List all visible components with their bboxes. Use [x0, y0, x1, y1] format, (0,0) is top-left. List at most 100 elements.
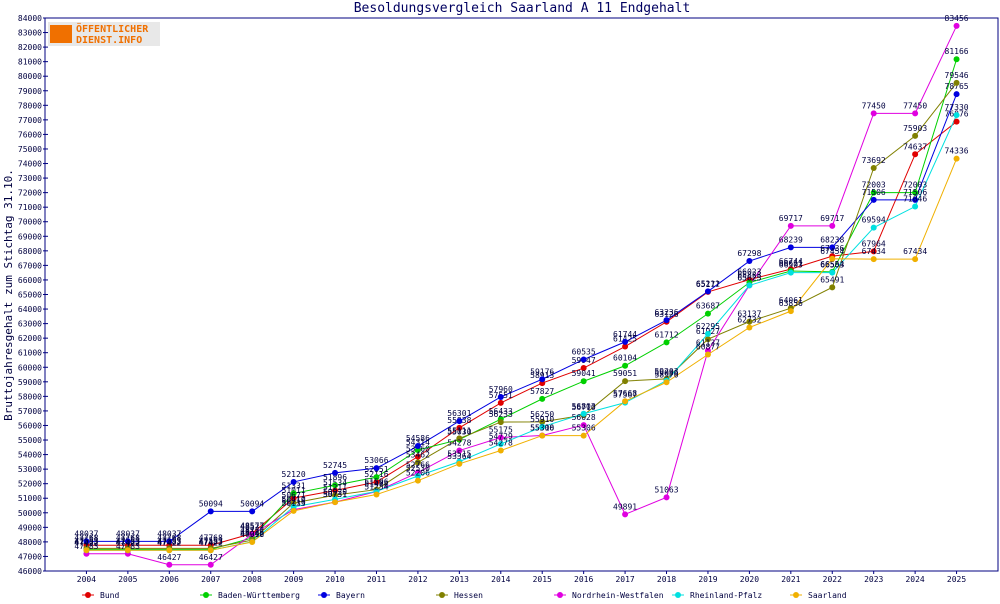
data-label: 72003 [903, 181, 927, 190]
data-point [373, 478, 380, 485]
data-label: 48037 [157, 529, 181, 538]
data-label: 47553 [74, 536, 98, 545]
data-point [207, 561, 214, 568]
data-label: 46427 [157, 553, 181, 562]
legend-label: Hessen [454, 591, 483, 600]
data-point [166, 538, 173, 545]
data-point [953, 91, 960, 98]
data-label: 59041 [572, 369, 596, 378]
series-line [86, 158, 958, 551]
data-label: 50094 [199, 499, 223, 508]
x-tick-label: 2007 [201, 575, 220, 584]
data-label: 67298 [737, 249, 761, 258]
data-point [912, 110, 919, 117]
y-tick-label: 52000 [18, 480, 42, 489]
y-tick-label: 51000 [18, 494, 42, 503]
data-label: 58970 [654, 370, 678, 379]
logo-text: DIENST.INFO [76, 35, 142, 46]
x-tick-label: 2021 [781, 575, 800, 584]
data-point [456, 447, 463, 454]
data-point [704, 310, 711, 317]
data-label: 67454 [820, 247, 844, 256]
y-tick-label: 57000 [18, 407, 42, 416]
x-tick-label: 2013 [450, 575, 469, 584]
legend-marker [203, 592, 209, 598]
x-tick-label: 2022 [823, 575, 842, 584]
data-label: 63126 [654, 310, 678, 319]
data-label: 46427 [199, 553, 223, 562]
data-label: 47183 [74, 542, 98, 551]
data-label: 47422 [116, 538, 140, 547]
data-label: 66503 [779, 261, 803, 270]
data-point [456, 418, 463, 425]
data-label: 47183 [116, 542, 140, 551]
x-tick-label: 2005 [118, 575, 137, 584]
data-label: 59086 [654, 369, 678, 378]
data-point [290, 507, 297, 514]
y-axis-label: Bruttojahresgehalt zum Stichtag 31.10. [2, 169, 15, 421]
data-label: 69717 [820, 214, 844, 223]
data-label: 57668 [613, 389, 637, 398]
data-point [622, 338, 629, 345]
data-point [912, 151, 919, 158]
series-line [86, 59, 958, 550]
data-label: 50133 [282, 499, 306, 508]
data-label: 47768 [116, 533, 140, 542]
data-label: 57567 [613, 391, 637, 400]
data-point [166, 561, 173, 568]
data-label: 52745 [323, 461, 347, 470]
data-point [456, 460, 463, 467]
data-label: 47422 [199, 538, 223, 547]
data-point [332, 492, 339, 499]
x-tick-label: 2016 [574, 575, 593, 584]
data-point [290, 490, 297, 497]
data-label: 57960 [489, 385, 513, 394]
data-label: 47422 [74, 538, 98, 547]
x-tick-label: 2018 [657, 575, 676, 584]
x-tick-label: 2006 [160, 575, 179, 584]
data-label: 77450 [862, 101, 886, 110]
data-label: 47768 [74, 533, 98, 542]
data-label: 52766 [406, 461, 430, 470]
data-label: 56250 [530, 410, 554, 419]
data-point [497, 393, 504, 400]
data-point [787, 244, 794, 251]
data-point [497, 419, 504, 426]
data-label: 50094 [240, 499, 264, 508]
y-tick-label: 66000 [18, 276, 42, 285]
data-point [746, 324, 753, 331]
data-label: 48012 [240, 530, 264, 539]
data-point [580, 378, 587, 385]
legend-marker [85, 592, 91, 598]
data-label: 66744 [779, 257, 803, 266]
data-point [663, 339, 670, 346]
y-tick-label: 71000 [18, 203, 42, 212]
x-tick-label: 2017 [615, 575, 634, 584]
legend-marker [675, 592, 681, 598]
x-tick-label: 2012 [408, 575, 427, 584]
x-tick-label: 2020 [740, 575, 759, 584]
data-label: 63687 [696, 302, 720, 311]
data-point [870, 224, 877, 231]
data-label: 56803 [572, 402, 596, 411]
data-label: 47422 [74, 538, 98, 547]
data-label: 58913 [530, 371, 554, 380]
data-point [539, 376, 546, 383]
data-point [414, 472, 421, 479]
y-tick-label: 78000 [18, 101, 42, 110]
data-label: 55111 [447, 426, 471, 435]
data-point [912, 203, 919, 210]
data-point [539, 432, 546, 439]
data-label: 53364 [447, 452, 471, 461]
data-point [870, 196, 877, 203]
data-label: 59176 [530, 367, 554, 376]
y-tick-label: 82000 [18, 43, 42, 52]
series-line [86, 94, 958, 542]
y-tick-label: 81000 [18, 58, 42, 67]
data-label: 62295 [696, 322, 720, 331]
data-point [207, 547, 214, 554]
data-label: 71046 [903, 195, 927, 204]
data-point [953, 112, 960, 119]
data-point [249, 539, 256, 546]
